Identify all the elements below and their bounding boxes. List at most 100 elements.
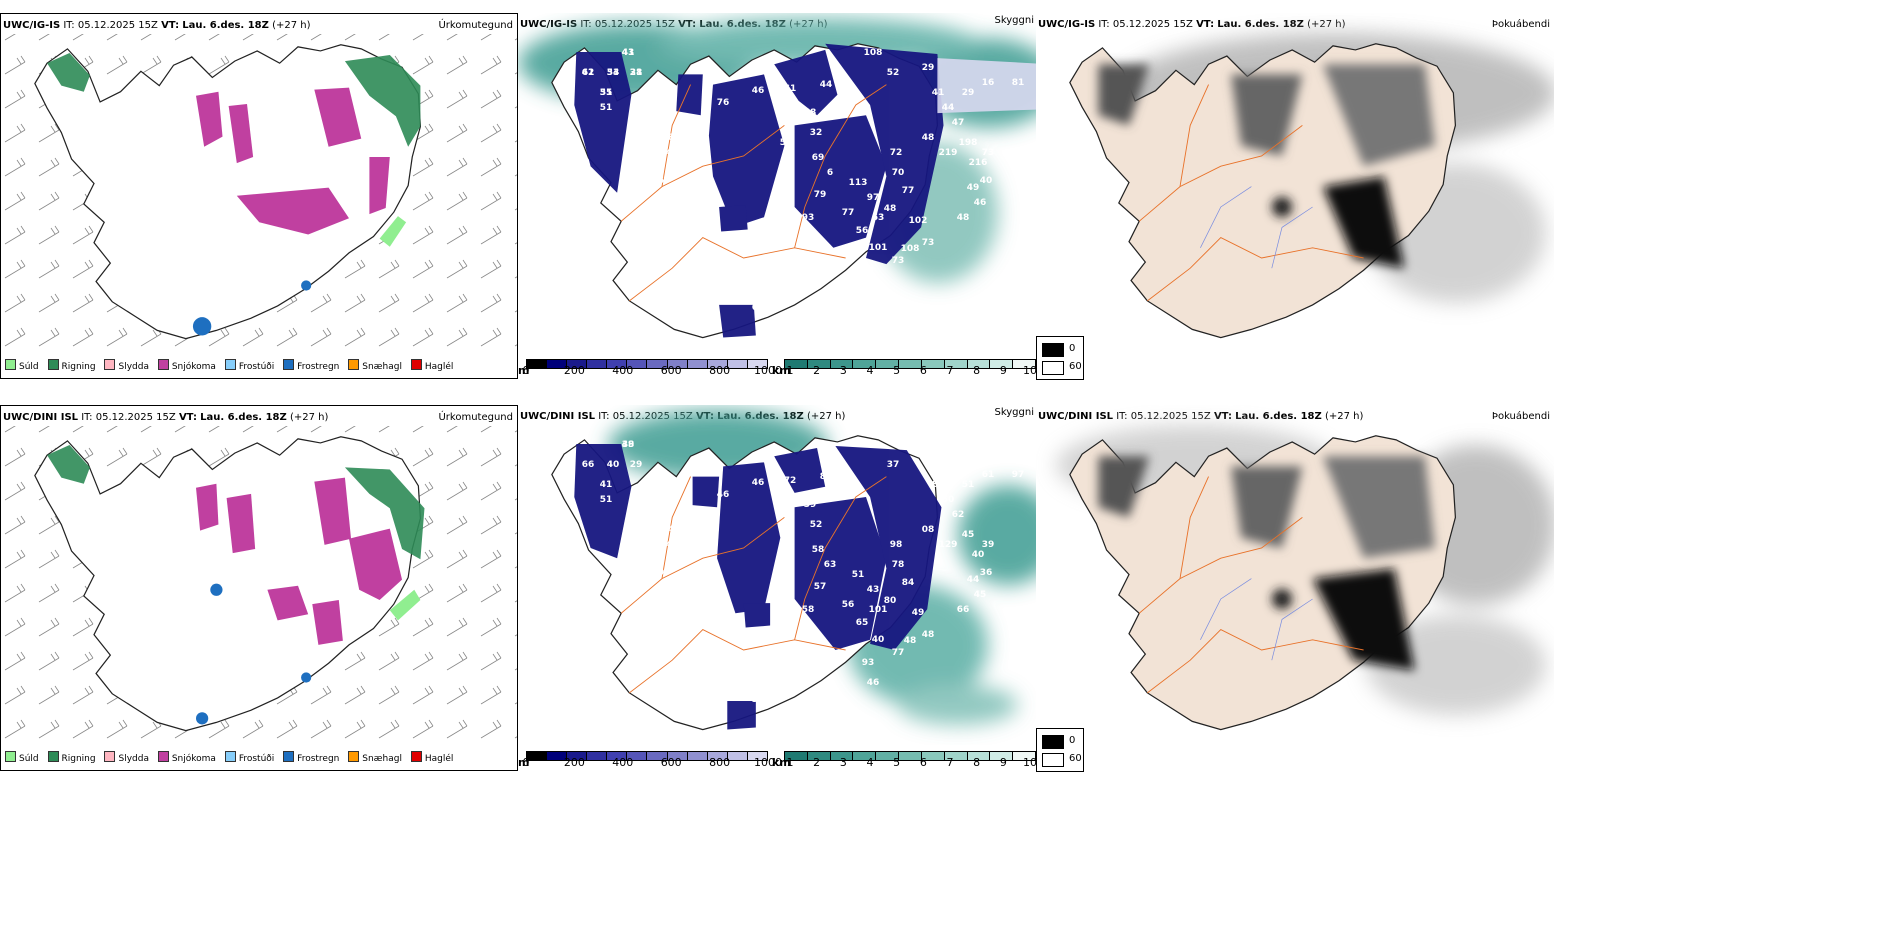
colorbar-segment xyxy=(647,752,668,760)
visibility-value: 113 xyxy=(848,178,868,188)
visibility-value: 101 xyxy=(868,243,888,253)
colorbar-segment xyxy=(830,752,854,760)
visibility-value: 40 xyxy=(971,550,985,560)
visibility-value: 49 xyxy=(911,608,925,618)
visibility-value: 41 xyxy=(599,480,613,490)
fog-panel-row2: UWC/DINI ISL IT: 05.12.2025 15Z VT: Lau.… xyxy=(1036,405,1554,771)
colorbar-tick-label: 8 xyxy=(973,756,981,769)
precip-map xyxy=(1,34,517,359)
visibility-value: 52 xyxy=(751,695,765,705)
panel-title: Úrkomutegund xyxy=(438,20,513,31)
colorbar-segment xyxy=(527,752,548,760)
visibility-value: 48 xyxy=(621,440,635,450)
visibility-value: 28 xyxy=(629,68,643,78)
visibility-value: 40 xyxy=(606,460,620,470)
visibility-value: 43 xyxy=(836,84,850,94)
visibility-value: 29 xyxy=(961,88,975,98)
visibility-value: 48 xyxy=(903,636,917,646)
colorbar-segment xyxy=(687,752,708,760)
colorbar-segment xyxy=(899,360,922,368)
legend-swatch xyxy=(348,751,360,762)
visibility-value: 102 xyxy=(908,216,928,226)
fog-panel-row1: UWC/IG-IS IT: 05.12.2025 15Z VT: Lau. 6.… xyxy=(1036,13,1554,379)
visibility-value: 80 xyxy=(883,596,897,606)
visibility-value: 46 xyxy=(791,310,805,320)
visibility-value: 35 xyxy=(599,88,613,98)
visibility-unit: km xyxy=(772,756,791,769)
colorbar-segment xyxy=(727,360,748,368)
colorbar-segment xyxy=(567,360,588,368)
colorbar-tick-label: 200 xyxy=(563,756,585,769)
colorbar-segment xyxy=(944,752,968,760)
precip-map xyxy=(1,426,517,751)
legend-item: Frostregn xyxy=(283,359,339,372)
visibility-map xyxy=(518,18,1036,339)
visibility-value: 68 xyxy=(751,303,765,313)
visibility-value: 57 xyxy=(813,582,827,592)
fog-label-dark: 0 xyxy=(1069,343,1076,354)
colorbar-tick-label: 5 xyxy=(893,756,901,769)
visibility-value: 55 xyxy=(646,116,660,126)
fog-legend: 0 60 xyxy=(1036,728,1084,772)
visibility-value: 95 xyxy=(651,176,665,186)
colorbar-segment xyxy=(830,360,854,368)
legend-swatch xyxy=(283,359,295,370)
colorbar-segment xyxy=(990,752,1014,760)
fog-swatch-dark xyxy=(1042,343,1064,357)
colorbar-segment xyxy=(967,752,991,760)
colorbar-tick-label: 800 xyxy=(709,756,731,769)
panel-title: Þokuábendi xyxy=(1491,19,1550,30)
visibility-value: 51 xyxy=(851,570,865,580)
visibility-value: 40 xyxy=(871,635,885,645)
legend-item: Frostúði xyxy=(224,751,274,764)
visibility-value: 77 xyxy=(841,208,855,218)
visibility-value: 44 xyxy=(659,148,673,158)
panel-header: UWC/IG-IS IT: 05.12.2025 15Z VT: Lau. 6.… xyxy=(1038,19,1346,30)
colorbar-segment xyxy=(567,752,588,760)
visibility-value: 51 xyxy=(599,88,613,98)
visibility-value: 49 xyxy=(966,183,980,193)
colorbar-tick-label: 1000 xyxy=(754,364,782,377)
colorbar-tick-label: 5 xyxy=(893,364,901,377)
visibility-value: 69 xyxy=(811,153,825,163)
colorbar-tick-label: 3 xyxy=(839,364,847,377)
legend-swatch xyxy=(47,751,59,762)
visibility-value: 72 xyxy=(889,148,903,158)
colorbar-tick-label: 9 xyxy=(999,364,1007,377)
height-unit: m xyxy=(518,364,530,377)
legend-swatch xyxy=(157,751,169,762)
visibility-value: 46 xyxy=(866,678,880,688)
visibility-value: 72 xyxy=(783,476,797,486)
visibility-value: 41 xyxy=(621,48,635,58)
colorbar-segment xyxy=(547,360,568,368)
visibility-value: 66 xyxy=(956,605,970,615)
colorbar-tick-label: 600 xyxy=(660,756,682,769)
visibility-value: 44 xyxy=(819,80,833,90)
visibility-value: 70 xyxy=(891,168,905,178)
visibility-value: 47 xyxy=(951,118,965,128)
visibility-panel-row2: UWC/DINI ISL IT: 05.12.2025 15Z VT: Lau.… xyxy=(518,405,1036,771)
visibility-value: 93 xyxy=(861,658,875,668)
colorbar-segment xyxy=(627,360,648,368)
fog-label-light: 60 xyxy=(1069,753,1082,764)
colorbar-segment xyxy=(990,360,1014,368)
visibility-value: 52 xyxy=(886,68,900,78)
visibility-value: 108 xyxy=(863,48,883,58)
colorbar-tick-label: 0 xyxy=(522,756,530,769)
visibility-value: 6 xyxy=(826,168,834,178)
visibility-panel-row1: UWC/IG-IS IT: 05.12.2025 15Z VT: Lau. 6.… xyxy=(518,13,1036,379)
colorbar-segment xyxy=(785,752,808,760)
colorbar-segment xyxy=(747,752,767,760)
visibility-value: 62 xyxy=(581,68,595,78)
fog-map xyxy=(1056,425,1554,731)
height-colorbar xyxy=(526,359,768,369)
legend-item: Snæhagl xyxy=(348,751,402,764)
legend-swatch xyxy=(5,751,16,762)
panel-title: Skyggni xyxy=(994,407,1034,418)
visibility-value: 97 xyxy=(866,193,880,203)
height-ticks: 0 200 400 600 800 1000 xyxy=(522,756,783,770)
visibility-value: 31 xyxy=(761,330,775,340)
visibility-value: 39 xyxy=(981,540,995,550)
panel-header: UWC/DINI ISL IT: 05.12.2025 15Z VT: Lau.… xyxy=(3,412,329,423)
colorbar-segment xyxy=(667,360,688,368)
